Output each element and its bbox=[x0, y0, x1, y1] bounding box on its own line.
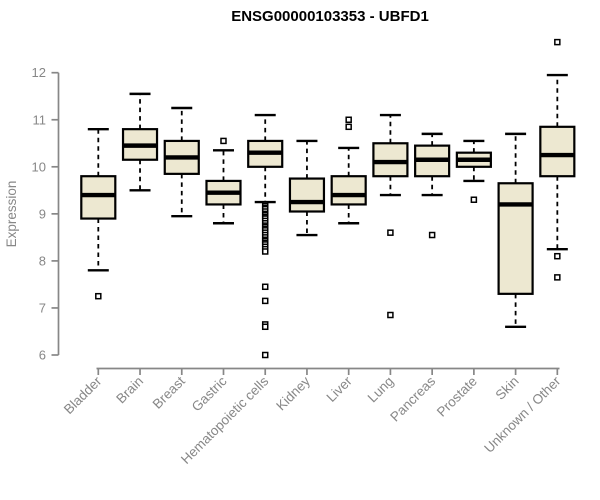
outlier-point bbox=[261, 351, 269, 359]
x-tick-label: Gastric bbox=[189, 373, 230, 414]
outlier-point bbox=[554, 274, 561, 281]
outlier-point bbox=[261, 297, 269, 305]
x-tick-label: Prostate bbox=[434, 374, 480, 420]
y-tick-label: 12 bbox=[32, 65, 46, 80]
x-tick-label: Bladder bbox=[61, 373, 105, 417]
outlier-point bbox=[95, 292, 102, 300]
y-tick-label: 10 bbox=[32, 159, 46, 174]
outlier-point bbox=[261, 283, 269, 291]
outlier-point bbox=[261, 323, 269, 331]
box-skin bbox=[497, 132, 534, 328]
box bbox=[497, 182, 534, 295]
outlier-point bbox=[261, 248, 269, 255]
box bbox=[330, 175, 367, 206]
outlier-point bbox=[554, 252, 561, 260]
box-brain bbox=[121, 92, 159, 192]
x-tick-label: Liver bbox=[324, 373, 356, 405]
outlier-point bbox=[345, 123, 352, 131]
box-unknown-other bbox=[539, 38, 576, 281]
box-pancreas bbox=[414, 132, 451, 239]
outlier-point bbox=[428, 231, 436, 239]
outlier-point bbox=[470, 196, 478, 203]
outlier-point bbox=[345, 116, 352, 123]
x-tick-label: Pancreas bbox=[387, 373, 438, 424]
x-tick-label: Breast bbox=[150, 373, 188, 411]
outlier-point bbox=[220, 137, 227, 145]
box-lung bbox=[372, 113, 409, 319]
outlier-point bbox=[554, 38, 561, 46]
box-kidney bbox=[288, 139, 326, 237]
box-liver bbox=[330, 116, 367, 225]
y-tick-label: 9 bbox=[39, 206, 46, 221]
y-tick-label: 8 bbox=[39, 253, 46, 268]
x-tick-label: Lung bbox=[365, 374, 397, 406]
y-tick-label: 11 bbox=[33, 112, 47, 127]
x-tick-label: Unknown / Other bbox=[481, 373, 564, 456]
outlier-point bbox=[387, 229, 394, 236]
box-hematopoietic-cells bbox=[247, 113, 284, 359]
box-bladder bbox=[80, 127, 117, 300]
box bbox=[80, 175, 117, 220]
y-tick-label: 7 bbox=[39, 300, 46, 315]
box bbox=[539, 125, 576, 178]
x-tick-label: Skin bbox=[493, 374, 522, 403]
box-gastric bbox=[205, 137, 242, 225]
y-tick-label: 6 bbox=[39, 348, 46, 363]
box bbox=[372, 142, 409, 178]
x-tick-label: Brain bbox=[113, 374, 146, 407]
box-breast bbox=[163, 106, 200, 218]
outlier-point bbox=[387, 311, 394, 319]
box bbox=[288, 177, 326, 213]
x-tick-label: Kidney bbox=[273, 373, 313, 413]
chart-title: ENSG00000103353 - UBFD1 bbox=[231, 8, 429, 25]
box-prostate bbox=[455, 139, 492, 203]
